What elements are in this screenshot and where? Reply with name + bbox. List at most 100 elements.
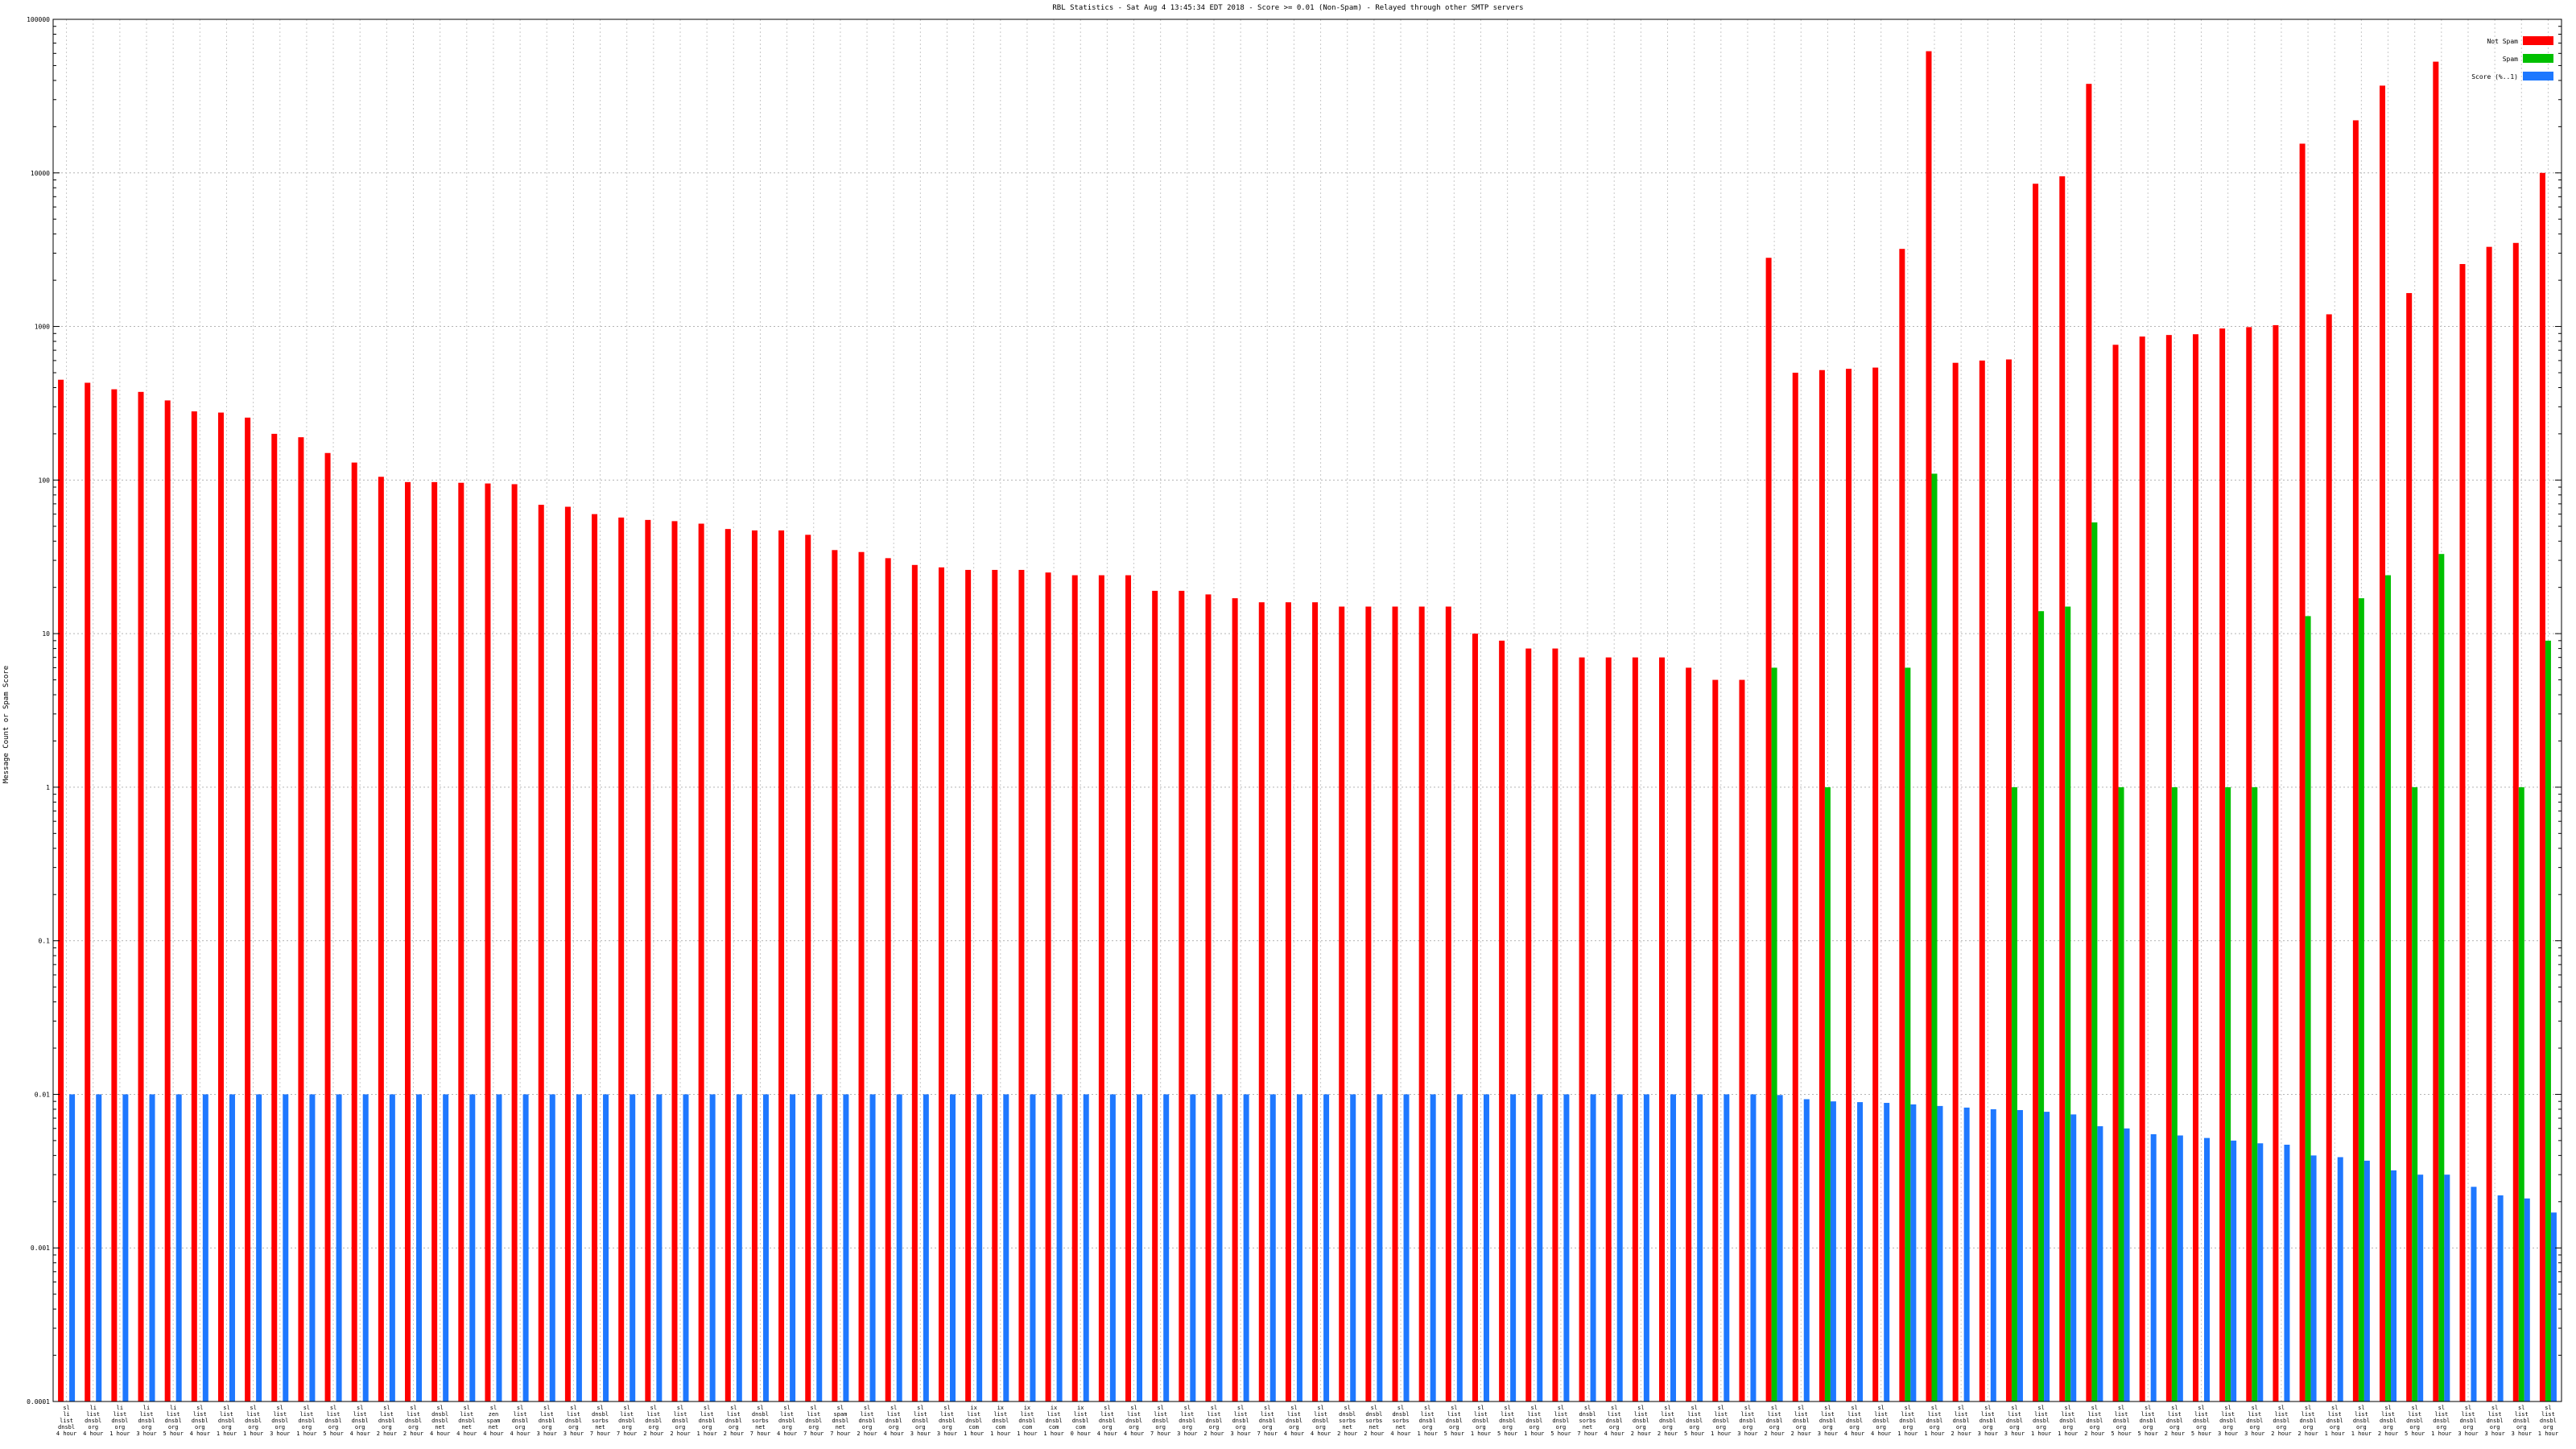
bar-spam	[2438, 554, 2445, 1402]
x-tick-label: sl	[1744, 1405, 1751, 1411]
x-tick-label: list	[1100, 1411, 1114, 1418]
bar-score	[469, 1094, 476, 1402]
x-tick-label: 2 hour	[2378, 1430, 2398, 1437]
bar-spam	[2118, 786, 2124, 1402]
x-tick-label: 7 hour	[590, 1430, 610, 1437]
x-tick-label: dnsbl	[1072, 1418, 1089, 1424]
x-tick-label: 3 hour	[910, 1430, 931, 1437]
x-tick-label: dnsbl	[805, 1418, 822, 1424]
x-tick-label: 2 hour	[1337, 1430, 1357, 1437]
y-tick-label: 0.01	[35, 1091, 50, 1098]
x-tick-label: list	[1314, 1411, 1327, 1418]
x-tick-label: org	[542, 1424, 552, 1430]
x-tick-label: sl	[357, 1405, 363, 1411]
x-tick-label: dnsbl	[2113, 1418, 2130, 1424]
bar-not-spam	[1418, 606, 1425, 1402]
bar-not-spam	[2033, 184, 2039, 1402]
x-tick-label: org	[328, 1424, 339, 1430]
x-tick-label: sl	[383, 1405, 390, 1411]
x-tick-label: 2 hour	[1764, 1430, 1784, 1437]
x-tick-label: org	[1662, 1424, 1673, 1430]
x-tick-label: list	[2248, 1411, 2261, 1418]
legend-swatch	[2523, 54, 2553, 63]
x-tick-label: list	[914, 1411, 927, 1418]
x-tick-label: 7 hour	[1257, 1430, 1278, 1437]
x-tick-label: org	[302, 1424, 312, 1430]
x-tick-label: sl	[943, 1405, 950, 1411]
x-tick-label: sl	[677, 1405, 683, 1411]
bar-not-spam	[564, 506, 571, 1402]
x-tick-label: sl	[1798, 1405, 1804, 1411]
plot-frame	[52, 19, 2562, 1402]
x-tick-label: org	[355, 1424, 365, 1430]
bar-not-spam	[298, 437, 304, 1402]
legend-label: Not Spam	[2487, 38, 2518, 45]
x-tick-label: dnsbl	[405, 1418, 422, 1424]
bar-not-spam	[1205, 594, 1212, 1402]
x-tick-label: sl	[410, 1405, 416, 1411]
x-tick-label: sl	[464, 1405, 470, 1411]
x-tick-label: list	[1180, 1411, 1194, 1418]
x-tick-label: dnsbl	[2300, 1418, 2317, 1424]
bar-not-spam	[1792, 372, 1798, 1402]
y-tick-label: 0.001	[31, 1245, 50, 1252]
x-tick-label: list	[1821, 1411, 1835, 1418]
bar-score	[2550, 1212, 2557, 1402]
x-tick-label: sl	[1611, 1405, 1617, 1411]
bar-score	[549, 1094, 555, 1402]
x-tick-label: dnsbl	[1606, 1418, 1623, 1424]
bar-score	[522, 1094, 529, 1402]
x-tick-label: sl	[1317, 1405, 1323, 1411]
x-tick-label: 4 hour	[777, 1430, 797, 1437]
bar-score	[2231, 1140, 2237, 1402]
bar-not-spam	[1339, 606, 1345, 1402]
x-tick-label: list	[2115, 1411, 2128, 1418]
x-tick-label: net	[1583, 1424, 1593, 1430]
bar-not-spam	[431, 481, 438, 1402]
x-tick-label: org	[2463, 1424, 2474, 1430]
bar-not-spam	[858, 551, 865, 1402]
x-tick-label: dnsbl	[2059, 1418, 2076, 1424]
x-tick-label: 1 hour	[1711, 1430, 1731, 1437]
x-tick-label: dnsbl	[939, 1418, 956, 1424]
x-tick-label: org	[382, 1424, 392, 1430]
x-tick-label: sorbs	[752, 1418, 769, 1424]
bar-not-spam	[2112, 345, 2119, 1402]
bar-score	[1884, 1103, 1890, 1402]
x-tick-label: dnsbl	[2166, 1418, 2183, 1424]
bar-score	[1483, 1094, 1489, 1402]
x-tick-label: sorbs	[592, 1418, 609, 1424]
x-tick-label: list	[1208, 1411, 1221, 1418]
x-tick-label: list	[2087, 1411, 2101, 1418]
y-tick-label: 0.0001	[27, 1398, 50, 1406]
x-tick-label: list	[861, 1411, 874, 1418]
x-tick-label: list	[1794, 1411, 1808, 1418]
x-tick-label: 3 hour	[136, 1430, 156, 1437]
bar-not-spam	[832, 550, 838, 1402]
x-tick-label: list	[246, 1411, 260, 1418]
x-tick-label: org	[1956, 1424, 1967, 1430]
bar-score	[2070, 1114, 2077, 1402]
x-tick-label: sl	[1531, 1405, 1538, 1411]
bar-score	[2391, 1170, 2397, 1402]
x-tick-label: list	[2434, 1411, 2448, 1418]
bar-score	[1403, 1094, 1410, 1402]
x-tick-label: org	[1715, 1424, 1726, 1430]
x-tick-label: dnsbl	[1419, 1418, 1436, 1424]
bar-score	[389, 1094, 395, 1402]
bar-not-spam	[1739, 679, 1745, 1402]
x-tick-label: net	[836, 1424, 846, 1430]
x-tick-label: sl	[730, 1405, 737, 1411]
bar-not-spam	[1659, 657, 1666, 1402]
x-tick-label: 4 hour	[1844, 1430, 1864, 1437]
x-tick-label: 2 hour	[2165, 1430, 2185, 1437]
bar-not-spam	[1125, 575, 1132, 1402]
x-tick-label: list	[540, 1411, 554, 1418]
y-tick-label: 1	[46, 784, 50, 791]
x-tick-label: org	[1769, 1424, 1780, 1430]
bar-not-spam	[885, 558, 891, 1402]
x-tick-label: org	[1636, 1424, 1646, 1430]
x-tick-label: list	[2301, 1411, 2315, 1418]
bar-score	[1990, 1108, 1996, 1402]
